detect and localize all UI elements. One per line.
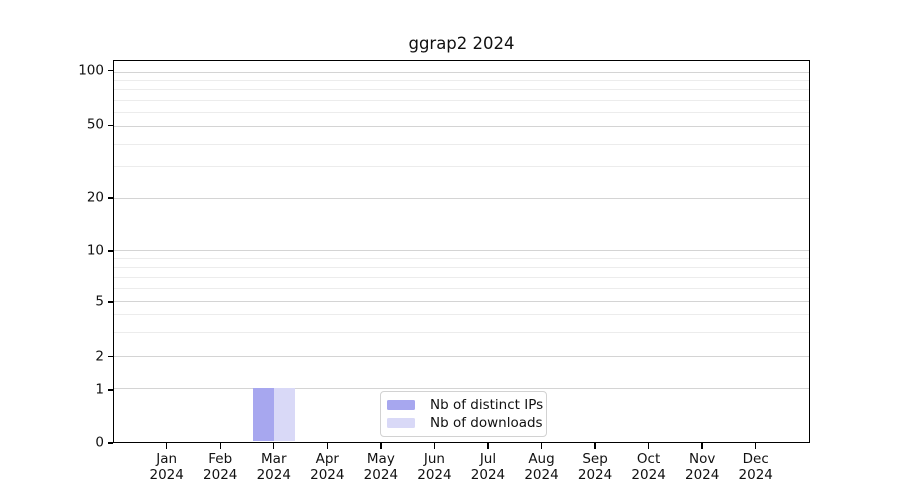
x-tick-mark xyxy=(326,443,328,449)
x-tick-label-oct: Oct 2024 xyxy=(631,451,666,483)
x-tick-label-may: May 2024 xyxy=(363,451,399,483)
gridline-minor xyxy=(114,266,809,268)
gridline-major xyxy=(114,71,809,73)
x-tick-label-jan: Jan 2024 xyxy=(149,451,184,483)
x-tick-mark xyxy=(647,443,650,449)
x-tick-mark xyxy=(433,443,436,449)
gridline-minor xyxy=(114,111,809,113)
x-tick-label-dec: Dec 2024 xyxy=(738,451,773,483)
y-tick-mark xyxy=(107,389,113,391)
y-tick-label-1: 1 xyxy=(95,381,104,398)
plot-area: Nb of distinct IPs Nb of downloads xyxy=(113,60,810,443)
gridline-minor xyxy=(114,331,809,333)
y-tick-mark xyxy=(107,250,113,252)
legend-label-downloads: Nb of downloads xyxy=(430,415,543,431)
y-tick-label-100: 100 xyxy=(78,61,104,78)
y-tick-mark xyxy=(107,197,113,199)
gridline-minor xyxy=(114,276,809,278)
gridline-minor xyxy=(114,99,809,101)
gridline-major xyxy=(114,388,809,390)
bar-downloads-mar xyxy=(274,388,296,442)
legend-item-distinct-ips: Nb of distinct IPs xyxy=(387,397,543,413)
gridline-major xyxy=(114,301,809,303)
x-tick-mark xyxy=(165,443,168,449)
y-tick-label-5: 5 xyxy=(95,293,104,310)
chart-title: ggrap2 2024 xyxy=(408,34,515,53)
x-tick-mark xyxy=(540,443,543,449)
x-tick-mark xyxy=(755,443,757,449)
bar-distinct-ips-mar xyxy=(253,388,275,442)
x-tick-mark xyxy=(380,443,382,449)
x-tick-label-nov: Nov 2024 xyxy=(684,451,720,483)
y-tick-label-10: 10 xyxy=(86,242,104,259)
x-tick-mark xyxy=(219,443,221,449)
y-tick-mark xyxy=(107,124,113,127)
gridline-minor xyxy=(114,287,809,289)
y-tick-label-0: 0 xyxy=(95,434,104,451)
x-tick-label-apr: Apr 2024 xyxy=(310,451,345,483)
x-tick-mark xyxy=(487,443,489,449)
x-tick-label-aug: Aug 2024 xyxy=(524,451,559,483)
gridline-minor xyxy=(114,314,809,316)
gridline-major xyxy=(114,198,809,200)
x-tick-mark xyxy=(273,443,275,449)
x-tick-label-sep: Sep 2024 xyxy=(577,451,613,483)
y-tick-mark xyxy=(107,301,113,303)
legend-item-downloads: Nb of downloads xyxy=(387,415,543,431)
gridline-minor xyxy=(114,143,809,145)
y-tick-mark xyxy=(107,70,113,72)
x-tick-label-mar: Mar 2024 xyxy=(256,451,291,483)
gridline-minor xyxy=(114,258,809,260)
x-tick-label-feb: Feb 2024 xyxy=(203,451,238,483)
y-tick-label-50: 50 xyxy=(86,116,104,133)
y-tick-label-2: 2 xyxy=(95,348,104,365)
x-tick-label-jul: Jul 2024 xyxy=(470,451,506,483)
gridline-major xyxy=(114,125,809,127)
legend-swatch-distinct-ips xyxy=(387,400,415,410)
gridline-minor xyxy=(114,166,809,168)
x-tick-label-jun: Jun 2024 xyxy=(417,451,452,483)
x-tick-mark xyxy=(594,443,596,449)
legend-swatch-downloads xyxy=(387,418,415,428)
legend-label-distinct-ips: Nb of distinct IPs xyxy=(430,397,544,413)
gridline-minor xyxy=(114,89,809,91)
gridline-minor xyxy=(114,79,809,81)
y-tick-mark xyxy=(107,442,113,444)
gridline-major xyxy=(114,355,809,357)
legend: Nb of distinct IPs Nb of downloads xyxy=(380,391,547,437)
x-tick-mark xyxy=(701,443,703,449)
y-tick-label-20: 20 xyxy=(86,189,104,206)
gridline-major xyxy=(114,250,809,252)
y-tick-mark xyxy=(107,356,113,358)
